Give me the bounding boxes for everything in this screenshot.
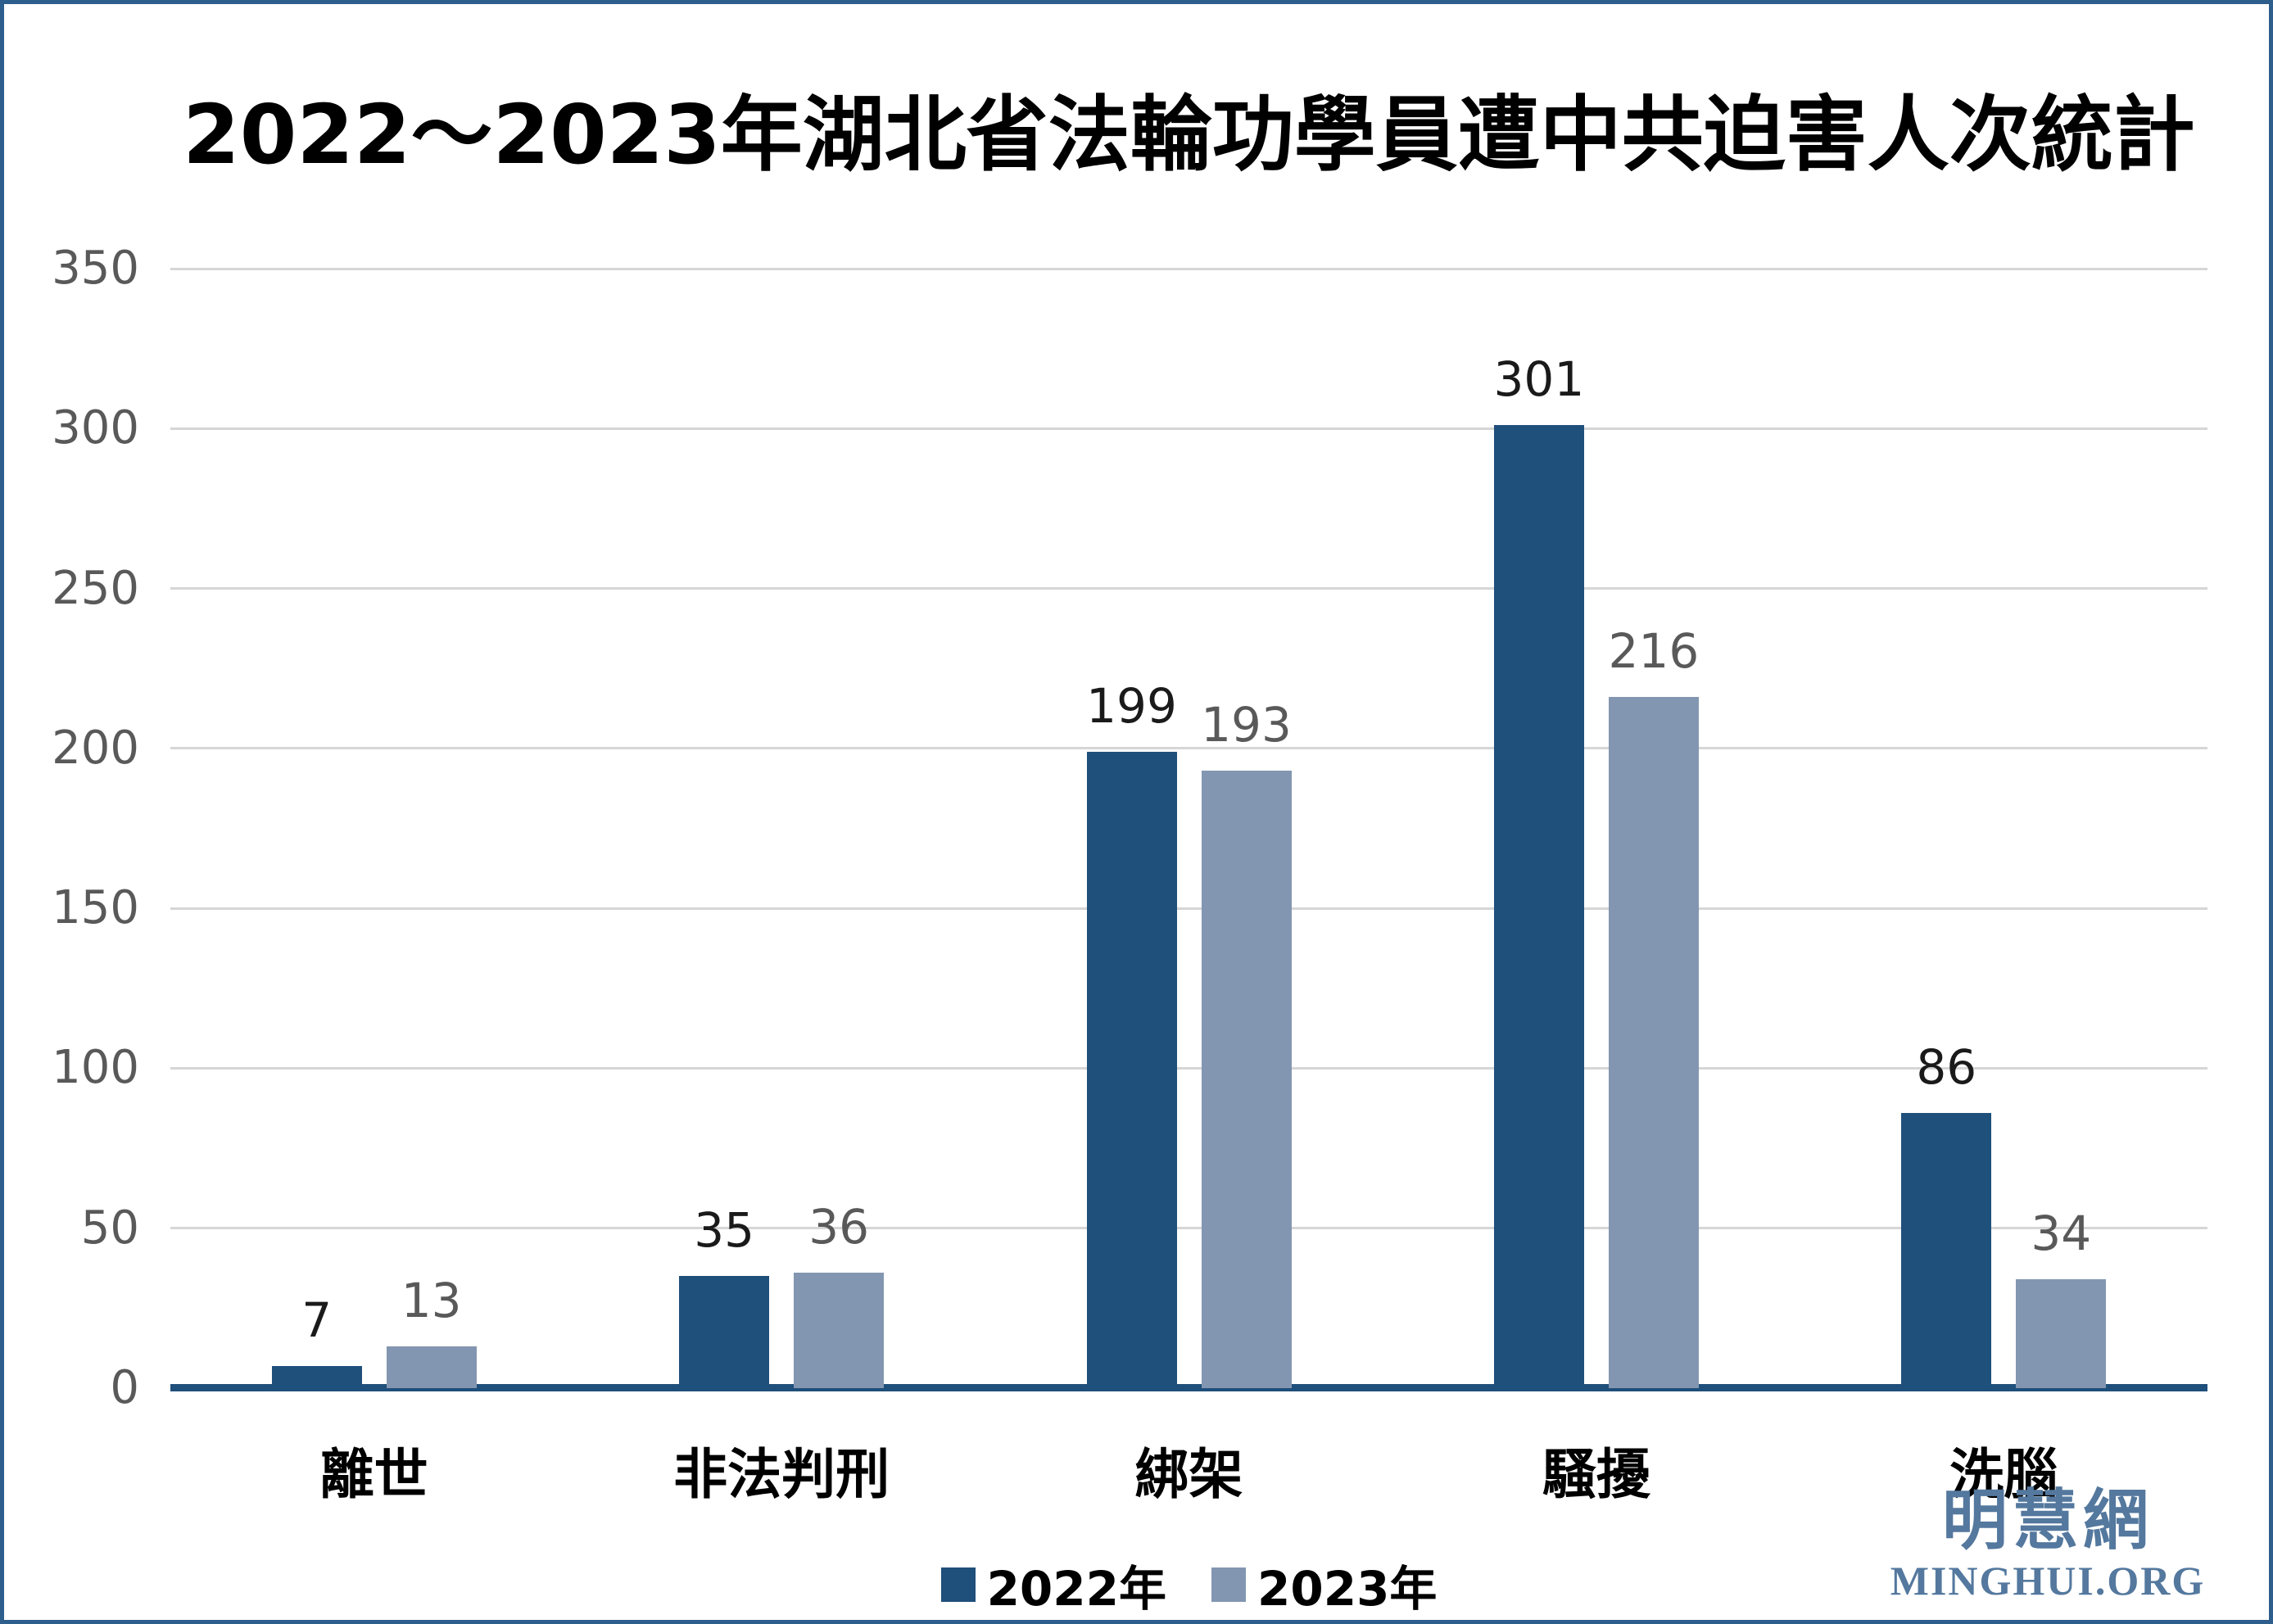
legend-item-1: 2023年 (1211, 1550, 1437, 1619)
bar-s1-c2 (1201, 771, 1292, 1388)
x-label-1: 非法判刑 (673, 1443, 890, 1506)
gridline-150 (170, 907, 2207, 910)
bar-s1-c4 (2016, 1279, 2107, 1388)
x-label-0: 離世 (319, 1443, 428, 1506)
gridline-250 (170, 587, 2207, 590)
bar-s0-c0 (271, 1365, 362, 1388)
x-label-3: 騷擾 (1542, 1443, 1650, 1506)
bar-value-label-s1-c1: 36 (808, 1199, 869, 1255)
bar-s1-c1 (794, 1273, 885, 1388)
bar-value-label-s1-c0: 13 (401, 1273, 462, 1329)
x-label-4: 洗腦 (1949, 1443, 2058, 1506)
bar-s1-c3 (1608, 697, 1699, 1388)
bar-value-label-s0-c3: 301 (1493, 351, 1585, 408)
gridline-200 (170, 747, 2207, 750)
gridline-100 (170, 1066, 2207, 1070)
legend-swatch-0 (940, 1567, 976, 1602)
y-tick-350: 350 (52, 242, 139, 295)
bar-value-label-s1-c3: 216 (1608, 623, 1700, 680)
gridline-50 (170, 1227, 2207, 1230)
bar-s0-c2 (1086, 751, 1177, 1388)
bar-s0-c1 (679, 1276, 770, 1388)
bar-value-label-s0-c2: 199 (1086, 677, 1177, 734)
chart-title: 2022～2023年湖北省法輪功學員遭中共迫害人次統計 (183, 87, 2195, 183)
legend: 2022年 2023年 (170, 1550, 2207, 1619)
bar-value-label-s0-c1: 35 (694, 1202, 754, 1259)
x-label-2: 綁架 (1134, 1443, 1243, 1506)
bar-value-label-s1-c2: 193 (1201, 697, 1292, 753)
category-axis-labels: 離世 非法判刑 綁架 騷擾 洗腦 (170, 1431, 2207, 1506)
y-tick-0: 0 (110, 1361, 139, 1414)
x-axis-line (170, 1384, 2207, 1391)
y-tick-100: 100 (52, 1041, 139, 1095)
minghui-logo: 明慧網 MINGHUI.ORG (1880, 1482, 2216, 1604)
bar-value-label-s0-c4: 86 (1916, 1039, 1977, 1096)
bar-s1-c0 (386, 1346, 477, 1388)
legend-item-0: 2022年 (940, 1550, 1166, 1619)
y-tick-50: 50 (80, 1201, 139, 1255)
bar-value-label-s0-c0: 7 (301, 1292, 333, 1348)
gridline-350 (170, 267, 2207, 270)
y-tick-200: 200 (52, 721, 139, 775)
legend-swatch-1 (1211, 1567, 1246, 1602)
plot-area: 7 35 199 301 86 13 36 193 216 34 (170, 267, 2207, 1391)
legend-label-0: 2022年 (986, 1561, 1166, 1617)
legend-label-1: 2023年 (1257, 1561, 1438, 1617)
bar-s0-c4 (1901, 1113, 1992, 1388)
logo-domain-text: MINGHUI.ORG (1890, 1558, 2206, 1604)
bar-value-label-s1-c4: 34 (2031, 1206, 2092, 1262)
bar-s0-c3 (1493, 425, 1584, 1388)
logo-chinese-text: 明慧網 (1942, 1482, 2153, 1558)
y-tick-300: 300 (52, 401, 139, 455)
y-axis-tick-labels: 0 50 100 150 200 250 300 350 (4, 242, 139, 1414)
y-tick-250: 250 (52, 561, 139, 615)
gridline-300 (170, 427, 2207, 430)
y-tick-150: 150 (52, 881, 139, 935)
